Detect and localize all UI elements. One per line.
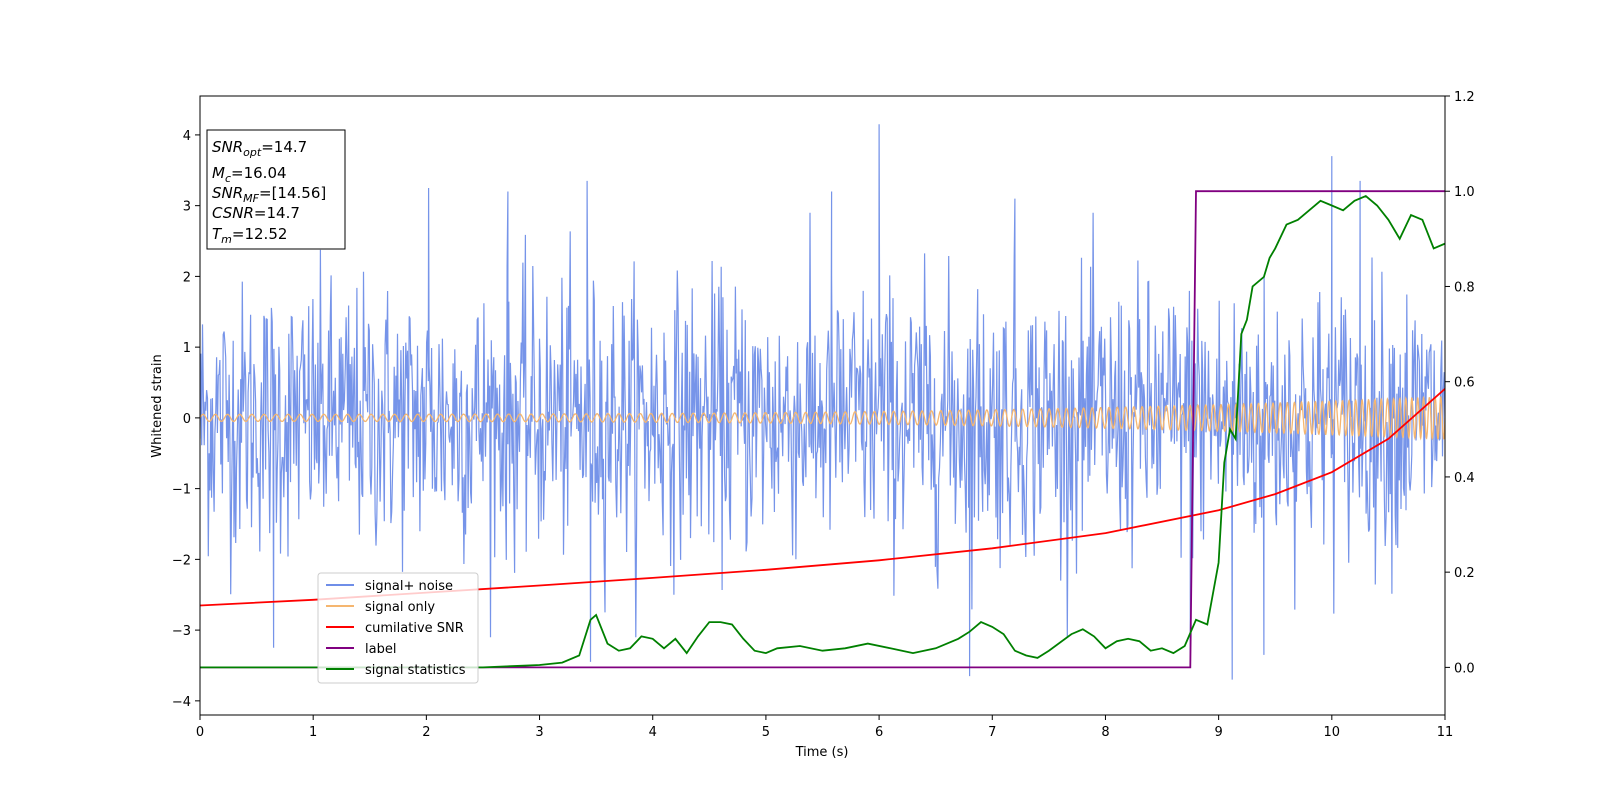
annotation-snr-opt-subscript: opt — [243, 146, 262, 159]
y-axis-right: 0.0 0.2 0.4 0.6 0.8 1.0 1.2 — [1445, 90, 1475, 676]
x-tick-label: 0 — [196, 725, 204, 740]
y-tick-label: 3 — [183, 200, 191, 215]
legend-frame — [317, 572, 479, 684]
annotation-mc-value: =16.04 — [231, 164, 287, 182]
y-tick-label: 4 — [183, 129, 191, 144]
x-tick-label: 9 — [1214, 725, 1222, 740]
annotation-box: SNRopt=14.7 Mc=16.04 SNRMF=[14.56] CSNR=… — [206, 129, 346, 250]
x-axis-title: Time (s) — [795, 745, 849, 760]
y2-tick-label: 1.2 — [1454, 90, 1475, 105]
annotation-snr-mf-symbol: SNR — [212, 184, 243, 202]
y2-tick-label: 0.6 — [1454, 376, 1475, 391]
y-tick-label: 2 — [183, 270, 191, 285]
y2-tick-label: 0.8 — [1454, 280, 1475, 295]
x-tick-label: 7 — [988, 725, 996, 740]
annotation-snr-mf-subscript: MF — [243, 192, 259, 205]
y2-tick-label: 0.2 — [1454, 566, 1475, 581]
x-axis: 0 1 2 3 4 5 6 7 8 9 10 11 — [196, 715, 1453, 740]
legend-label-label: label — [365, 642, 396, 657]
y-tick-label: −3 — [172, 624, 191, 639]
annotation-snr-mf-value: =[14.56] — [259, 184, 326, 202]
y-tick-label: 0 — [183, 412, 191, 427]
x-tick-label: 5 — [762, 725, 770, 740]
y2-tick-label: 0.4 — [1454, 471, 1475, 486]
annotation-frame — [206, 129, 346, 250]
annotation-tm-subscript: m — [221, 233, 232, 246]
legend-label-signal-statistics: signal statistics — [365, 663, 466, 678]
annotation-mc-subscript: c — [225, 172, 231, 185]
annotation-mc: Mc=16.04 — [212, 164, 287, 185]
legend-label-cumulative-snr: cumilative SNR — [365, 621, 464, 636]
x-tick-label: 1 — [309, 725, 317, 740]
annotation-tm-symbol: T — [212, 225, 223, 243]
annotation-csnr: CSNR=14.7 — [212, 204, 300, 222]
y2-tick-label: 1.0 — [1454, 185, 1475, 200]
legend-label-signal-only: signal only — [365, 600, 435, 615]
y-tick-label: 1 — [183, 341, 191, 356]
annotation-snr-mf: SNRMF=[14.56] — [212, 184, 326, 205]
y-axis-left: −4 −3 −2 −1 0 1 2 3 4 — [172, 129, 200, 710]
x-tick-label: 8 — [1101, 725, 1109, 740]
annotation-snr-opt: SNRopt=14.7 — [212, 138, 307, 159]
x-tick-label: 11 — [1437, 725, 1454, 740]
legend-label-signal-noise: signal+ noise — [365, 579, 453, 594]
x-tick-label: 6 — [875, 725, 883, 740]
annotation-snr-opt-symbol: SNR — [212, 138, 243, 156]
series-signal-statistics — [200, 194, 1445, 669]
y-tick-label: −2 — [172, 553, 191, 568]
x-tick-label: 2 — [422, 725, 430, 740]
y-tick-label: −1 — [172, 483, 191, 498]
annotation-tm-value: =12.52 — [232, 225, 288, 243]
x-tick-label: 4 — [649, 725, 657, 740]
y-tick-label: −4 — [172, 695, 191, 710]
annotation-csnr-value: =14.7 — [254, 204, 300, 222]
legend: signal+ noise signal only cumilative SNR… — [317, 572, 479, 684]
annotation-csnr-symbol: CSNR — [212, 204, 254, 222]
x-tick-label: 10 — [1324, 725, 1341, 740]
x-tick-label: 3 — [535, 725, 543, 740]
y-axis-title: Whitened strain — [150, 354, 165, 457]
annotation-snr-opt-value: =14.7 — [261, 138, 307, 156]
annotation-tm: Tm=12.52 — [212, 225, 287, 246]
series-label — [200, 190, 1445, 669]
annotation-mc-symbol: M — [212, 164, 225, 182]
y2-tick-label: 0.0 — [1454, 661, 1475, 676]
plot-frame — [199, 95, 1446, 716]
